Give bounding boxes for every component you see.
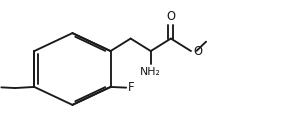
- Text: O: O: [166, 10, 175, 23]
- Text: NH₂: NH₂: [140, 67, 161, 77]
- Text: F: F: [128, 81, 135, 94]
- Text: O: O: [193, 45, 202, 58]
